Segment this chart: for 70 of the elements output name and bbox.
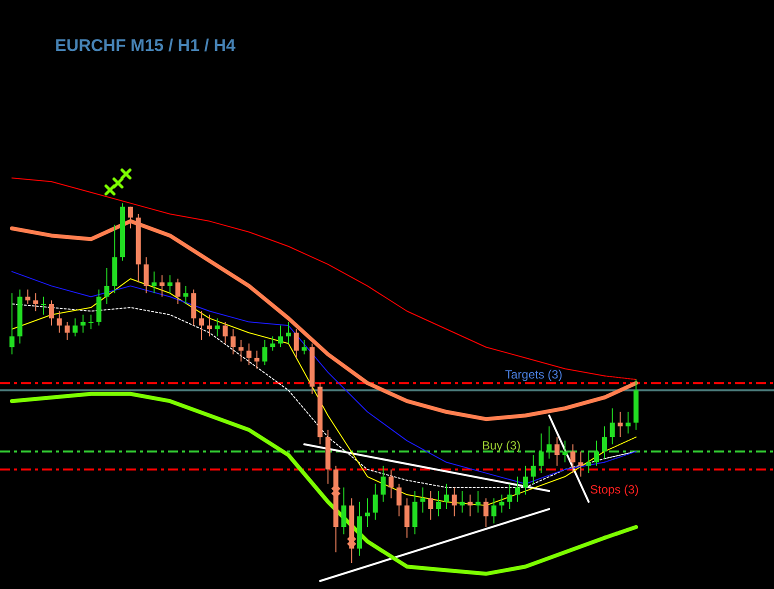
annotation: Buy (3) (482, 438, 521, 452)
candlestick (468, 494, 473, 517)
candlestick (9, 292, 14, 355)
candlestick (364, 498, 370, 528)
candlestick (404, 498, 410, 538)
candlestick (152, 271, 157, 294)
candlestick (618, 411, 623, 438)
candlestick (56, 310, 62, 334)
candlestick (254, 350, 260, 370)
candlestick (104, 267, 110, 304)
candlestick (499, 494, 504, 514)
annotation: Targets (3) (505, 367, 562, 382)
candlestick (507, 483, 512, 510)
candlestick (554, 436, 560, 466)
candlestick (372, 483, 378, 520)
candlestick (278, 325, 284, 348)
candlestick (578, 450, 584, 478)
candlestick (444, 483, 449, 510)
candlestick (530, 454, 536, 484)
candlestick (570, 444, 576, 474)
candlestick (626, 411, 631, 434)
annotation: Stops (3) (590, 482, 639, 496)
candlestick (175, 278, 180, 304)
candlestick (428, 490, 434, 520)
chart-title: EURCHF M15 / H1 / H4 (55, 36, 236, 56)
candlestick (262, 339, 268, 366)
candlestick (586, 450, 592, 474)
candlestick (538, 432, 544, 474)
candlestick (515, 476, 520, 502)
candlestick (294, 328, 299, 358)
candlestick (270, 336, 276, 352)
candlestick (491, 498, 496, 524)
candlestick (25, 289, 30, 304)
candlestick (420, 486, 426, 514)
candlestick (80, 314, 86, 334)
candlestick (388, 468, 394, 499)
candlestick (302, 339, 307, 355)
candlestick (48, 300, 54, 326)
candlestick (562, 440, 568, 463)
candlestick (41, 296, 46, 316)
candlestick (128, 206, 133, 229)
candlestick (160, 274, 165, 298)
candlestick (167, 274, 172, 294)
candlestick (72, 318, 78, 337)
candlestick (380, 465, 386, 502)
candlestick (522, 465, 528, 496)
candlestick (230, 328, 236, 355)
candlestick (341, 486, 346, 535)
candlestick (64, 321, 70, 340)
candlestick (546, 426, 552, 460)
candlestick (144, 256, 149, 294)
candlestick (460, 490, 465, 514)
candlestick (246, 343, 252, 366)
candlestick (452, 486, 457, 517)
candlestick (238, 339, 244, 362)
candlestick (286, 321, 291, 344)
candlestick (88, 314, 94, 330)
candlestick (199, 310, 204, 340)
candlestick (483, 498, 488, 528)
candlestick (33, 292, 38, 312)
candlestick (610, 408, 615, 445)
candlestick (594, 440, 600, 466)
candlestick (183, 285, 188, 304)
candlestick (436, 490, 442, 517)
candlestick (214, 318, 220, 337)
candlestick (206, 314, 212, 337)
candlestick (476, 490, 481, 514)
candlestick (602, 426, 607, 460)
candlestick (396, 483, 402, 517)
candlestick (222, 321, 228, 344)
